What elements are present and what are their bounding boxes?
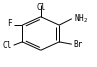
- Text: Br: Br: [74, 40, 83, 49]
- Text: Cl: Cl: [2, 41, 12, 50]
- Text: NH$_2$: NH$_2$: [74, 13, 88, 25]
- Text: F: F: [7, 19, 12, 28]
- Text: Cl: Cl: [36, 3, 45, 12]
